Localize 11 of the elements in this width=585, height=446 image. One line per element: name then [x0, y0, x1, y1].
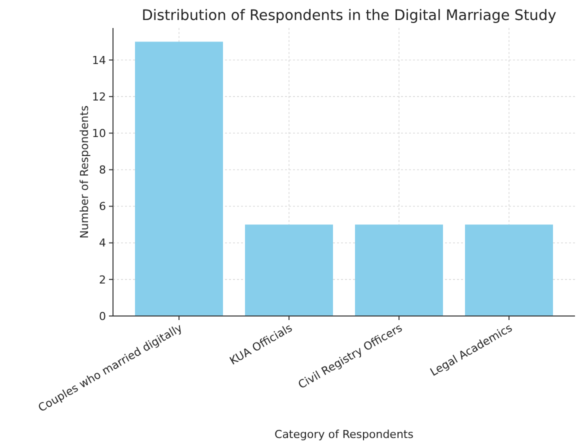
y-tick-label: 14 [92, 54, 106, 67]
chart-title: Distribution of Respondents in the Digital Marriage Study [142, 8, 557, 24]
x-axis-title: Category of Respondents [274, 428, 414, 441]
y-tick-label: 0 [99, 310, 106, 323]
y-tick-label: 2 [99, 273, 106, 286]
y-tick-label: 10 [92, 126, 106, 140]
y-tick-label: 8 [99, 164, 106, 177]
y-tick-label: 4 [99, 236, 106, 250]
y-tick-label: 6 [99, 200, 106, 214]
y-axis-title: Number of Respondents [78, 105, 91, 238]
y-tick-label: 12 [92, 90, 106, 104]
